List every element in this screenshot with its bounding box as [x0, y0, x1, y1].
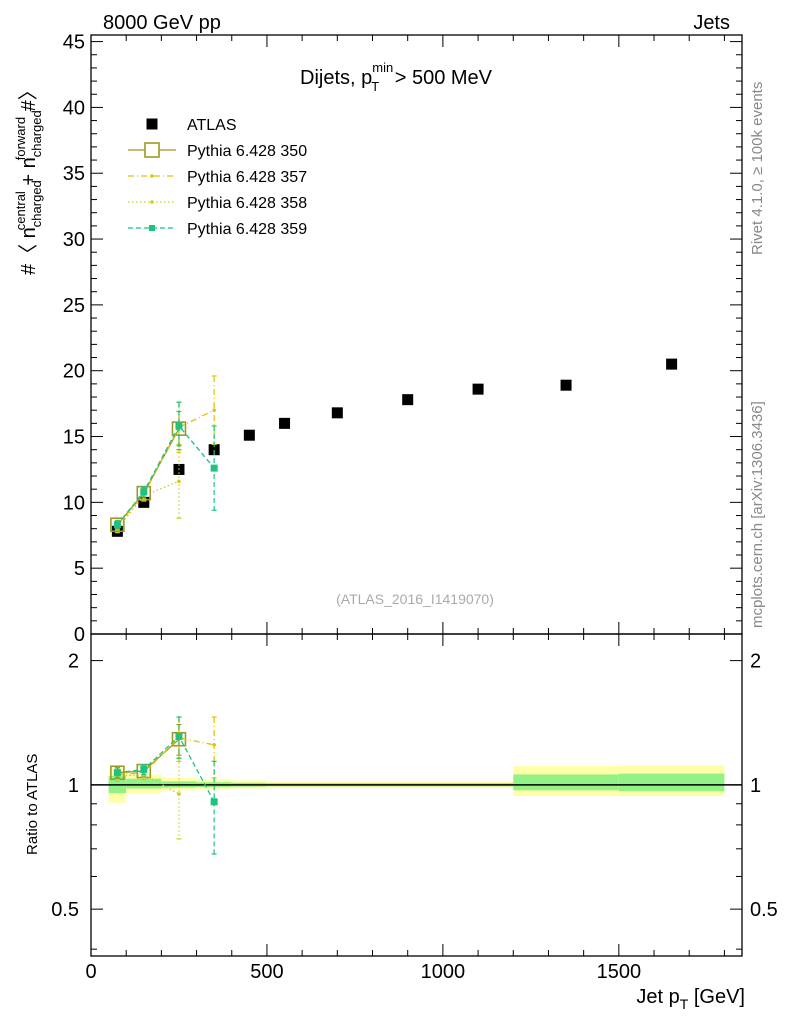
y-tick-label: 15 [63, 427, 85, 449]
legend-label: Pythia 6.428 350 [187, 143, 307, 160]
ratio-band-green [618, 773, 725, 792]
data-point [140, 765, 148, 773]
data-point [175, 732, 183, 740]
x-tick-label: 500 [250, 961, 283, 983]
y-tick-label: 10 [63, 492, 85, 514]
ratio-y-tick-label-right: 1 [750, 775, 761, 797]
legend-item: ATLAS [146, 117, 237, 134]
data-point [113, 769, 121, 777]
series-line [117, 773, 180, 795]
data-point [140, 488, 148, 496]
y-tick-label: 40 [63, 97, 85, 119]
data-point [402, 394, 414, 406]
ratio-y-tick-label: 0.5 [51, 899, 79, 921]
analysis-watermark: (ATLAS_2016_I1419070) [336, 591, 494, 607]
data-point [560, 379, 572, 391]
ratio-band-green [126, 778, 162, 789]
mcplots-reference-label: mcplots.cern.ch [arXiv:1306.3436] [749, 401, 766, 628]
data-point [331, 407, 343, 419]
x-tick-label: 0 [85, 961, 96, 983]
series-pythia-6-428-359 [113, 401, 218, 530]
data-point [113, 521, 121, 529]
ratio-frame [90, 633, 743, 957]
ratio-y-axis-label: Ratio to ATLAS [24, 754, 41, 855]
y-tick-label: 0 [74, 624, 85, 646]
legend-item: Pythia 6.428 358 [128, 195, 307, 212]
legend-marker [150, 200, 154, 204]
process-label: Jets [693, 12, 730, 34]
legend-item: Pythia 6.428 357 [128, 169, 307, 186]
y-tick-label: 30 [63, 229, 85, 251]
series-pythia-6-428-359 [113, 716, 218, 855]
y-tick-label: 20 [63, 361, 85, 383]
legend-label: Pythia 6.428 357 [187, 169, 307, 186]
ratio-y-tick-label-right: 0.5 [750, 899, 778, 921]
x-tick-label: 1500 [597, 961, 642, 983]
legend-item: Pythia 6.428 350 [128, 142, 307, 160]
data-point [175, 422, 183, 430]
data-point [210, 798, 218, 806]
y-tick-label: 25 [63, 295, 85, 317]
series-line [116, 424, 215, 526]
ratio-uncertainty-bands [108, 765, 725, 803]
y-tick-label: 35 [63, 163, 85, 185]
x-tick-label: 1000 [421, 961, 466, 983]
main-y-axis-label: #〈 nchargedcentral + nchargedforward #〉 [13, 80, 44, 275]
ratio-y-tick-label-right: 2 [750, 651, 761, 673]
legend-item: Pythia 6.428 359 [128, 221, 307, 238]
data-point [138, 496, 150, 508]
rivet-version-label: Rivet 4.1.0, ≥ 100k events [749, 82, 766, 255]
series-pythia-6-428-358 [114, 443, 182, 534]
legend-label: Pythia 6.428 358 [187, 195, 307, 212]
legend-label: ATLAS [187, 117, 237, 134]
ratio-y-tick-label: 2 [68, 651, 79, 673]
data-point [243, 429, 255, 441]
ratio-band-green [513, 774, 619, 791]
series-line [117, 737, 215, 776]
data-point [212, 743, 216, 747]
main-plot-series [110, 358, 678, 537]
energy-label: 8000 GeV pp [103, 12, 221, 34]
legend-marker [146, 118, 158, 130]
data-point [279, 417, 291, 429]
legend-marker [150, 174, 154, 178]
data-point [177, 479, 181, 484]
y-tick-label: 45 [63, 32, 85, 54]
data-point [177, 792, 181, 796]
main-title: Dijets, pmin T > 500 MeV [300, 60, 493, 94]
data-point [110, 517, 125, 533]
data-point [472, 383, 484, 395]
y-tick-label: 5 [74, 558, 85, 580]
series-line [117, 738, 180, 774]
ratio-y-tick-label: 1 [68, 775, 79, 797]
data-point [666, 358, 678, 370]
data-point [208, 444, 220, 456]
legend-marker [144, 142, 160, 158]
ratio-plot-series [110, 716, 218, 855]
legend: ATLAS Pythia 6.428 350 Pythia 6.428 357 Pyt… [128, 117, 307, 238]
series-line [117, 735, 215, 803]
legend-label: Pythia 6.428 359 [187, 221, 307, 238]
data-point [212, 408, 216, 412]
data-point [210, 464, 218, 472]
legend-marker [149, 225, 155, 231]
series-line [116, 409, 215, 527]
x-axis-label: Jet pT [GeV] [636, 986, 745, 1012]
